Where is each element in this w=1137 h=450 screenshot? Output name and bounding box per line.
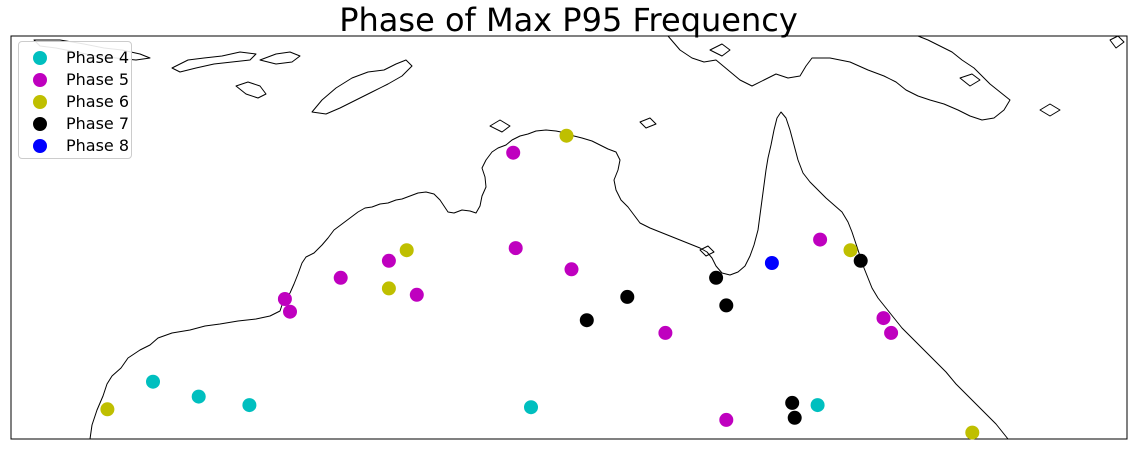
point-phase-5-3 [283, 304, 297, 319]
island-coastline [709, 43, 731, 57]
timor-coastline [311, 59, 413, 115]
legend-item-phase-4: Phase 4 [19, 47, 131, 69]
island-coastline [235, 81, 267, 99]
island-coastline [639, 117, 657, 129]
point-phase-4-3 [242, 398, 257, 413]
point-phase-5-6 [409, 287, 424, 302]
island-coastline [1109, 35, 1125, 49]
legend-label: Phase 4 [66, 48, 130, 67]
point-phase-5-12 [884, 325, 899, 340]
point-phase-6-4 [381, 281, 396, 296]
legend-marker-icon [33, 139, 47, 153]
legend-label: Phase 6 [66, 92, 130, 111]
legend-label: Phase 5 [66, 70, 130, 89]
point-phase-4-4 [524, 400, 538, 415]
island-coastline [171, 51, 257, 73]
point-phase-5-13 [719, 412, 734, 427]
island-coastline [699, 245, 715, 257]
point-phase-6-5 [843, 243, 858, 258]
coastlines [33, 35, 1125, 440]
legend: Phase 4 Phase 5 Phase 6 Phase 7 Phase 8 [18, 41, 132, 159]
point-phase-5-8 [564, 262, 579, 277]
island-coastline [1039, 103, 1061, 117]
point-phase-4-2 [191, 389, 206, 404]
point-phase-6-6 [965, 425, 980, 440]
new-guinea-coastline [667, 35, 1011, 121]
legend-marker-icon [33, 73, 47, 87]
point-phase-7-3 [620, 289, 635, 304]
point-phase-6-1 [559, 128, 574, 143]
legend-marker-icon [33, 95, 47, 109]
legend-item-phase-7: Phase 7 [19, 113, 131, 135]
point-phase-7-6 [785, 395, 800, 410]
point-phase-5-1 [506, 145, 521, 160]
point-phase-5-2 [277, 292, 292, 306]
point-phase-7-5 [579, 313, 594, 328]
point-phase-5-4 [333, 270, 348, 285]
legend-marker-icon [33, 117, 47, 131]
island-coastline [959, 73, 981, 87]
legend-label: Phase 8 [66, 136, 130, 155]
point-phase-8-1 [764, 256, 779, 270]
map-frame [10, 35, 1128, 440]
legend-marker-icon [33, 51, 47, 65]
chart-title: Phase of Max P95 Frequency [339, 1, 798, 39]
point-phase-6-2 [100, 402, 115, 417]
point-phase-6-3 [399, 243, 414, 258]
legend-item-phase-5: Phase 5 [19, 69, 131, 91]
legend-item-phase-8: Phase 8 [19, 135, 131, 157]
point-phase-4-5 [810, 398, 825, 413]
legend-label: Phase 7 [66, 114, 130, 133]
station-points [100, 128, 980, 440]
island-coastline [259, 51, 301, 65]
point-phase-5-9 [658, 325, 673, 340]
point-phase-5-5 [381, 253, 396, 268]
point-phase-7-4 [719, 298, 734, 313]
point-phase-5-10 [813, 232, 828, 247]
legend-item-phase-6: Phase 6 [19, 91, 131, 113]
point-phase-4-1 [146, 374, 160, 389]
point-phase-7-7 [787, 410, 802, 425]
island-coastline [489, 119, 511, 133]
point-phase-7-1 [853, 253, 868, 268]
point-phase-7-2 [709, 270, 724, 285]
australia-coastline [89, 111, 1009, 440]
point-phase-5-11 [876, 311, 891, 326]
point-phase-5-7 [508, 241, 523, 256]
